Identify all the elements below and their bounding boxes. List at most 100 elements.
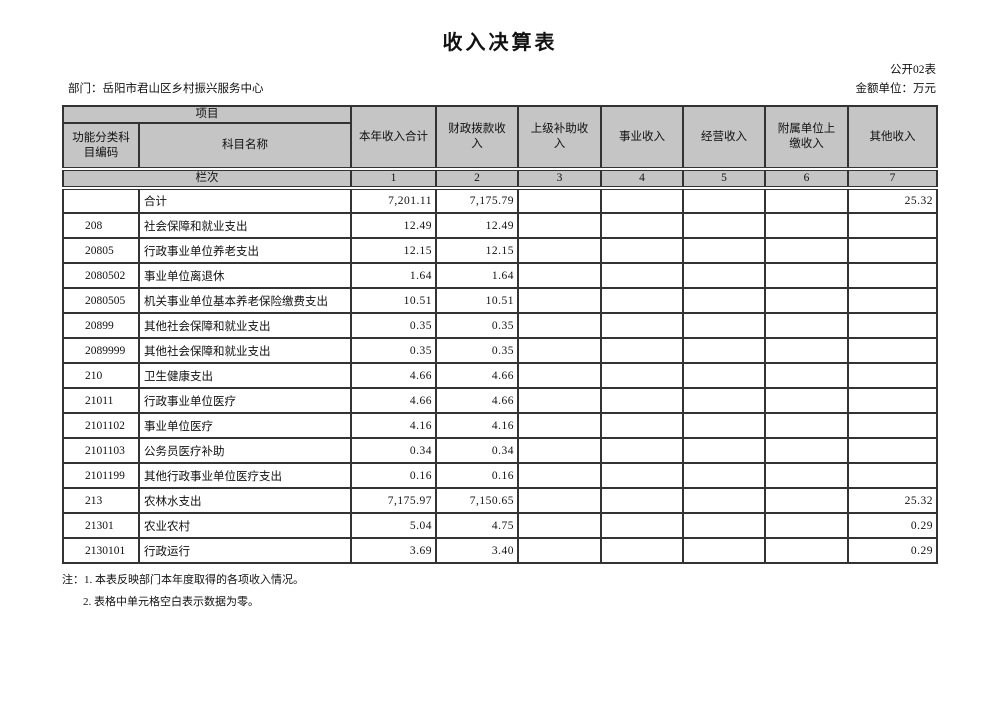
value-cell <box>847 462 938 489</box>
function-code-cell: 2080505 <box>62 287 140 314</box>
value-cell: 0.35 <box>350 337 437 364</box>
table-row: 210 卫生健康支出 4.66 4.66 <box>62 362 938 389</box>
table-row: 21301 农业农村 5.04 4.75 0.29 <box>62 512 938 539</box>
table-header: 项目 本年收入合计 财政拨款收入 上级补助收入 事业收入 经营收入 附属单位上缴… <box>62 105 938 190</box>
function-code-header-cell: 功能分类科目编码 <box>62 122 140 170</box>
value-cell: 12.15 <box>435 237 519 264</box>
department-label: 部门：岳阳市君山区乡村振兴服务中心 <box>68 83 264 95</box>
value-cell <box>600 462 684 489</box>
value-cell: 4.66 <box>435 362 519 389</box>
value-cell: 4.16 <box>435 412 519 439</box>
value-cell <box>682 512 766 539</box>
value-cell: 0.16 <box>435 462 519 489</box>
column-index-5: 5 <box>682 167 766 190</box>
value-cell <box>517 412 602 439</box>
value-cell: 0.16 <box>350 462 437 489</box>
value-cell <box>517 187 602 214</box>
value-cell: 0.35 <box>435 337 519 364</box>
subject-name-cell: 卫生健康支出 <box>138 362 352 389</box>
value-cell: 3.40 <box>435 537 519 564</box>
value-cell <box>600 412 684 439</box>
value-cell <box>600 512 684 539</box>
value-cell <box>682 287 766 314</box>
value-cell: 3.69 <box>350 537 437 564</box>
function-code-cell: 208 <box>62 212 140 239</box>
value-cell <box>517 462 602 489</box>
value-cell <box>517 487 602 514</box>
value-cell <box>847 437 938 464</box>
column-header-subordinate-remit: 附属单位上缴收入 <box>764 105 849 170</box>
function-code-cell: 2101199 <box>62 462 140 489</box>
value-cell <box>600 312 684 339</box>
value-cell <box>517 312 602 339</box>
value-cell <box>847 337 938 364</box>
value-cell: 25.32 <box>847 487 938 514</box>
subject-name-cell: 合计 <box>138 187 352 214</box>
value-cell <box>600 212 684 239</box>
value-cell <box>682 487 766 514</box>
value-cell <box>847 287 938 314</box>
value-cell <box>600 187 684 214</box>
subject-name-cell: 社会保障和就业支出 <box>138 212 352 239</box>
subject-name-cell: 其他社会保障和就业支出 <box>138 337 352 364</box>
function-code-cell <box>62 187 140 214</box>
function-code-cell: 2130101 <box>62 537 140 564</box>
value-cell <box>600 337 684 364</box>
value-cell: 4.66 <box>435 387 519 414</box>
subject-name-cell: 机关事业单位基本养老保险缴费支出 <box>138 287 352 314</box>
value-cell <box>517 537 602 564</box>
value-cell <box>682 237 766 264</box>
value-cell <box>517 437 602 464</box>
value-cell: 1.64 <box>350 262 437 289</box>
table-row: 213 农林水支出 7,175.97 7,150.65 25.32 <box>62 487 938 514</box>
value-cell: 0.29 <box>847 537 938 564</box>
function-code-cell: 2101103 <box>62 437 140 464</box>
value-cell <box>600 437 684 464</box>
function-code-cell: 2080502 <box>62 262 140 289</box>
value-cell <box>764 437 849 464</box>
value-cell <box>600 362 684 389</box>
value-cell: 0.34 <box>435 437 519 464</box>
value-cell <box>600 537 684 564</box>
subject-name-cell: 农业农村 <box>138 512 352 539</box>
subject-name-cell: 农林水支出 <box>138 487 352 514</box>
value-cell <box>517 337 602 364</box>
subject-name-cell: 其他社会保障和就业支出 <box>138 312 352 339</box>
value-cell <box>517 362 602 389</box>
subject-name-cell: 事业单位离退休 <box>138 262 352 289</box>
value-cell: 4.16 <box>350 412 437 439</box>
value-cell: 1.64 <box>435 262 519 289</box>
column-index-6: 6 <box>764 167 849 190</box>
column-index-4: 4 <box>600 167 684 190</box>
subject-name-cell: 行政事业单位养老支出 <box>138 237 352 264</box>
value-cell <box>764 462 849 489</box>
value-cell <box>682 412 766 439</box>
column-header-total-income: 本年收入合计 <box>350 105 437 170</box>
value-cell: 4.66 <box>350 387 437 414</box>
value-cell <box>764 387 849 414</box>
column-index-1: 1 <box>350 167 437 190</box>
value-cell: 7,175.97 <box>350 487 437 514</box>
value-cell <box>847 312 938 339</box>
subject-name-cell: 行政运行 <box>138 537 352 564</box>
value-cell <box>764 537 849 564</box>
table-row: 20899 其他社会保障和就业支出 0.35 0.35 <box>62 312 938 339</box>
value-cell: 0.35 <box>435 312 519 339</box>
value-cell <box>682 537 766 564</box>
table-row: 2101199 其他行政事业单位医疗支出 0.16 0.16 <box>62 462 938 489</box>
value-cell <box>517 237 602 264</box>
value-cell <box>764 412 849 439</box>
public-table-code-label: 公开02表 <box>890 64 936 76</box>
value-cell <box>847 262 938 289</box>
function-code-cell: 2101102 <box>62 412 140 439</box>
value-cell: 12.49 <box>435 212 519 239</box>
project-header-cell: 项目 <box>62 105 352 124</box>
value-cell: 5.04 <box>350 512 437 539</box>
value-cell <box>682 262 766 289</box>
column-index-2: 2 <box>435 167 519 190</box>
value-cell: 10.51 <box>350 287 437 314</box>
value-cell <box>764 237 849 264</box>
value-cell <box>517 387 602 414</box>
function-code-cell: 210 <box>62 362 140 389</box>
